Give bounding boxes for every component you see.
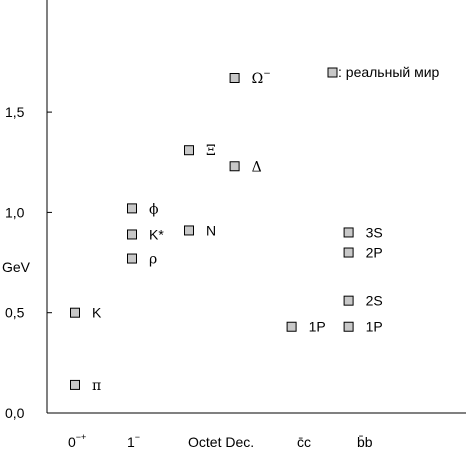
data-point-label: K* [149, 226, 164, 242]
data-point-label-text: K* [149, 226, 164, 242]
data-point-label-text: N [206, 222, 216, 238]
data-points: π Kρ K* ϕ N Ξ Δ Ω− 1P 1P 2S 2P 3S [70, 69, 383, 394]
data-point-label-text: Δ [252, 159, 262, 175]
data-point-label: Ξ [206, 143, 216, 159]
data-point-marker [70, 379, 80, 390]
x-category-superscript: − [135, 432, 140, 442]
data-point-label-text: Ξ [206, 143, 216, 159]
data-point-label-text: 2S [366, 293, 383, 309]
x-ticks: 0−+ 1− Octet Dec. c̄c b̄b [68, 432, 373, 450]
x-category-label: Octet Dec. [188, 434, 254, 450]
legend-text: : реальный мир [338, 64, 440, 80]
x-category-text: b̄b [357, 434, 373, 450]
data-point-label-text: K [92, 305, 102, 321]
data-point-label-text: 2P [366, 245, 383, 261]
data-point-label: 3S [366, 224, 383, 240]
data-point-label-text: 1P [366, 319, 383, 335]
data-point-marker [343, 321, 354, 332]
x-category-label: c̄c [297, 434, 311, 450]
data-point-marker [127, 229, 137, 240]
x-category-text: 0 [68, 434, 76, 450]
data-point-marker [286, 321, 297, 332]
data-point-marker [184, 145, 194, 156]
data-point-label-text: 1P [309, 319, 326, 335]
y-ticks: 0,0 0,5 1,0 1,5 GeV [2, 104, 52, 421]
data-point-label: 1P [309, 319, 326, 335]
data-point-label-text: ϕ [149, 201, 159, 217]
data-point-label-text: 3S [366, 224, 383, 240]
data-point-label: 2S [366, 293, 383, 309]
x-category-superscript: −+ [76, 432, 87, 442]
y-tick-label: 0,5 [5, 305, 25, 321]
data-point-label-text: π [92, 378, 101, 394]
x-category-text: Octet Dec. [188, 434, 254, 450]
data-point-label: π [92, 378, 101, 394]
y-tick-label: 1,0 [5, 204, 25, 220]
data-point-label-superscript: − [263, 69, 271, 79]
y-tick-label: 1,5 [5, 104, 25, 120]
data-point-label-text: Ω [252, 71, 264, 87]
data-point-marker [70, 307, 80, 318]
x-category-label: 0−+ [68, 432, 86, 450]
data-point-label: ρ [149, 252, 157, 268]
data-point-marker [184, 225, 194, 236]
data-point-marker [343, 227, 354, 238]
x-category-text: c̄c [297, 434, 311, 450]
data-point-label: ϕ [149, 201, 159, 217]
x-category-label: 1− [127, 432, 140, 450]
legend: : реальный мир [327, 64, 440, 80]
data-point-label-text: ρ [149, 252, 157, 268]
data-point-label: Δ [252, 159, 262, 175]
data-point-label: Ω− [252, 69, 271, 87]
data-point-label: N [206, 222, 216, 238]
data-point-marker [127, 253, 137, 264]
data-point-marker [343, 295, 354, 306]
legend-marker [327, 67, 338, 78]
x-category-label: b̄b [357, 434, 373, 450]
data-point-label: 1P [366, 319, 383, 335]
y-tick-label: 0,0 [5, 405, 25, 421]
data-point-marker [343, 247, 354, 258]
data-point-marker [127, 203, 137, 214]
data-point-label: 2P [366, 245, 383, 261]
x-category-text: 1 [127, 434, 135, 450]
y-axis-label: GeV [2, 259, 31, 275]
data-point-marker [229, 161, 240, 172]
axes [46, 0, 466, 414]
data-point-marker [229, 72, 240, 83]
data-point-label: K [92, 305, 102, 321]
